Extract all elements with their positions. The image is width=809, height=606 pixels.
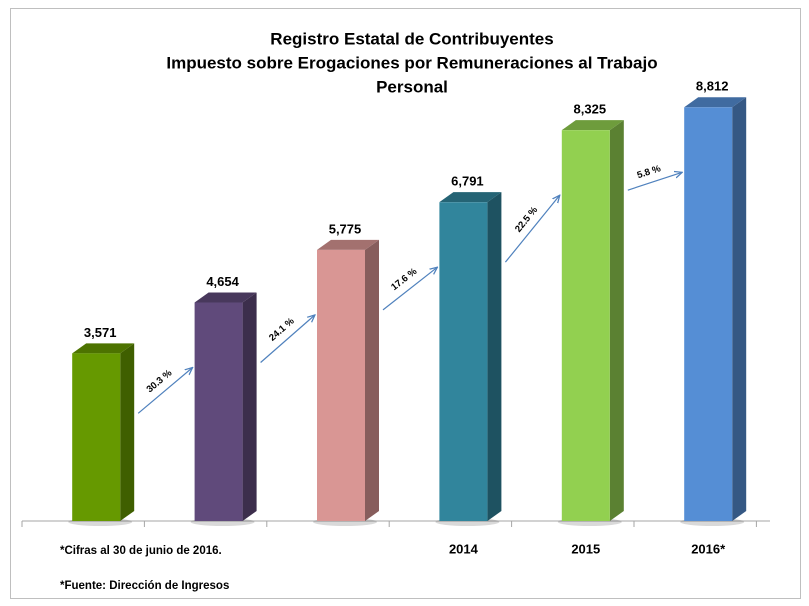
- bar-front: [439, 202, 488, 521]
- growth-arrow: [260, 315, 315, 363]
- bar-front: [72, 353, 121, 521]
- chart-title: Personal: [376, 77, 448, 96]
- x-tick-label: 2014: [449, 541, 479, 556]
- growth-arrow: [137, 368, 192, 414]
- bar-top: [439, 192, 502, 203]
- bar-side: [487, 192, 502, 521]
- value-label: 8,325: [574, 102, 607, 117]
- growth-arrow: [504, 195, 559, 263]
- bar-top: [194, 292, 257, 303]
- bar: [72, 343, 135, 521]
- bar: [439, 192, 502, 521]
- bar-side: [732, 97, 747, 521]
- value-label: 3,571: [84, 325, 117, 340]
- value-label: 4,654: [206, 274, 239, 289]
- bar-side: [609, 120, 624, 522]
- growth-arrow: [627, 172, 682, 191]
- bar-front: [317, 249, 365, 521]
- footnote: *Fuente: Dirección de Ingresos: [60, 580, 229, 592]
- chart-title: Impuesto sobre Erogaciones por Remunerac…: [166, 53, 657, 72]
- bar-front: [684, 107, 733, 521]
- value-label: 5,775: [329, 221, 362, 236]
- bar-top: [72, 343, 135, 354]
- bar-top: [561, 120, 624, 131]
- bar-top: [317, 239, 379, 250]
- bar-side: [242, 292, 257, 521]
- x-tick-label: 2015: [571, 541, 600, 556]
- chart-title: Registro Estatal de Contribuyentes: [270, 29, 553, 48]
- x-tick-label: 2016*: [691, 541, 726, 556]
- bar: [317, 239, 379, 521]
- value-label: 6,791: [451, 174, 484, 189]
- bar: [561, 120, 624, 522]
- bar-front: [194, 302, 243, 521]
- bar: [194, 292, 257, 521]
- value-label: 8,812: [696, 79, 729, 94]
- chart-border: [10, 8, 801, 599]
- bar-side: [120, 343, 135, 521]
- footnote: *Cifras al 30 de junio de 2016.: [60, 545, 222, 557]
- bar-top: [684, 97, 747, 108]
- growth-arrow: [382, 267, 437, 311]
- bar-front: [561, 130, 610, 522]
- bar-side: [365, 239, 379, 521]
- bar: [684, 97, 747, 521]
